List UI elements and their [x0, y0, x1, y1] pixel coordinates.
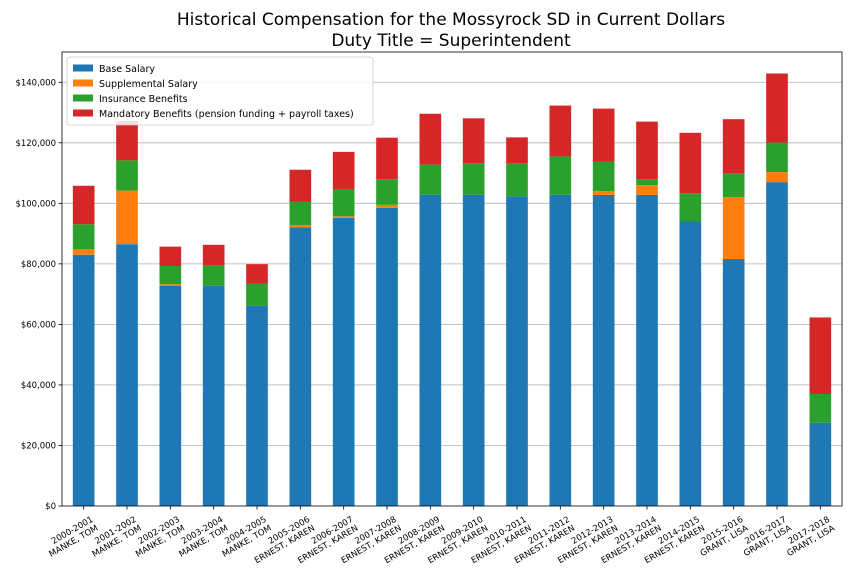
bar-segment-1	[592, 194, 615, 506]
y-tick-label: $20,000	[21, 441, 56, 451]
bar-segment-1	[72, 254, 95, 506]
bar-segment-4	[506, 137, 528, 164]
bar-segment-2	[636, 185, 658, 195]
bar-segment-1	[549, 194, 572, 506]
y-tick-label: $140,000	[15, 78, 56, 88]
bar-segment-2	[376, 204, 398, 208]
bar-segment-1	[159, 285, 182, 506]
bar-segment-4	[72, 185, 95, 225]
bar-segment-3	[592, 161, 615, 192]
bar-segment-3	[506, 163, 528, 197]
bar-segment-4	[809, 317, 832, 395]
bar-segment-2	[159, 284, 182, 286]
legend-swatch	[73, 94, 93, 102]
legend-swatch	[73, 109, 93, 117]
bar-segment-1	[332, 217, 355, 506]
bar-segment-3	[809, 394, 832, 423]
bar-segment-4	[766, 73, 788, 143]
bar-segment-1	[809, 422, 832, 506]
bar-segment-4	[592, 108, 615, 162]
bar-segment-4	[462, 118, 485, 164]
plot-frame	[61, 51, 843, 507]
bar-segment-1	[246, 305, 268, 506]
bar-segment-3	[332, 189, 355, 217]
bar-segment-4	[376, 137, 398, 180]
bar-segment-3	[722, 173, 745, 198]
y-tick-label: $0	[45, 502, 56, 512]
bar-segment-4	[202, 244, 225, 266]
bar-segment-3	[636, 179, 658, 186]
bar-segment-4	[246, 264, 268, 284]
bar-segment-4	[332, 151, 355, 190]
legend: Base Salary Supplemental Salary Insurance …	[66, 56, 374, 126]
bar-segment-1	[116, 244, 138, 506]
bar-segment-4	[289, 169, 312, 202]
legend-label: Supplemental Salary	[99, 79, 198, 90]
bar-segment-1	[679, 221, 702, 506]
bar-segment-1	[636, 194, 658, 506]
y-tick-label: $40,000	[21, 381, 56, 391]
bars	[72, 73, 832, 506]
legend-label: Mandatory Benefits (pension funding + pa…	[99, 109, 354, 120]
bar-segment-4	[159, 246, 182, 266]
bar-segment-4	[549, 105, 572, 157]
chart-title-line-2: Duty Title = Superintendent	[331, 31, 571, 51]
bar-segment-2	[289, 225, 312, 228]
chart-title: Historical Compensation for the Mossyroc…	[177, 10, 725, 51]
bar-segment-4	[679, 132, 702, 194]
bar-segment-3	[72, 224, 95, 250]
bar-segment-4	[419, 113, 442, 165]
legend-swatch	[73, 79, 93, 87]
bar-segment-3	[679, 193, 702, 222]
bar-segment-2	[766, 172, 788, 183]
bar-segment-3	[766, 142, 788, 173]
bar-segment-2	[592, 191, 615, 195]
bar-segment-3	[549, 156, 572, 195]
bar-segment-2	[116, 190, 138, 245]
bar-segment-4	[722, 119, 745, 174]
bar-segment-2	[72, 249, 95, 255]
legend-box	[66, 56, 374, 126]
bar-segment-1	[722, 259, 745, 506]
y-axis-ticks: $0 $20,000 $40,000 $60,000 $80,000 $100,000 $1…	[15, 78, 62, 512]
bar-segment-1	[419, 194, 442, 506]
y-tick-label: $60,000	[21, 320, 56, 330]
bar-segment-1	[506, 196, 528, 506]
y-tick-label: $120,000	[15, 139, 56, 149]
bar-segment-3	[376, 179, 398, 205]
bar-segment-1	[289, 227, 312, 506]
legend-label: Base Salary	[99, 64, 155, 75]
bar-segment-1	[376, 207, 398, 506]
y-tick-label: $80,000	[21, 260, 56, 270]
y-tick-label: $100,000	[15, 199, 56, 209]
bar-segment-4	[636, 121, 658, 180]
legend-swatch	[73, 64, 93, 72]
chart-title-line-1: Historical Compensation for the Mossyroc…	[177, 10, 725, 30]
bar-segment-3	[159, 265, 182, 285]
bar-segment-3	[289, 201, 312, 226]
bar-segment-3	[246, 283, 268, 306]
legend-label: Insurance Benefits	[99, 94, 188, 105]
bar-segment-1	[462, 194, 485, 506]
bar-segment-3	[202, 265, 225, 286]
bar-segment-2	[332, 216, 355, 218]
bar-segment-3	[419, 164, 442, 195]
bar-segment-3	[462, 163, 485, 195]
bar-segment-1	[766, 182, 788, 506]
axes	[61, 51, 843, 507]
bar-segment-1	[202, 285, 225, 506]
bar-segment-3	[116, 160, 138, 191]
bar-segment-2	[722, 197, 745, 260]
bar-segment-4	[116, 121, 138, 161]
